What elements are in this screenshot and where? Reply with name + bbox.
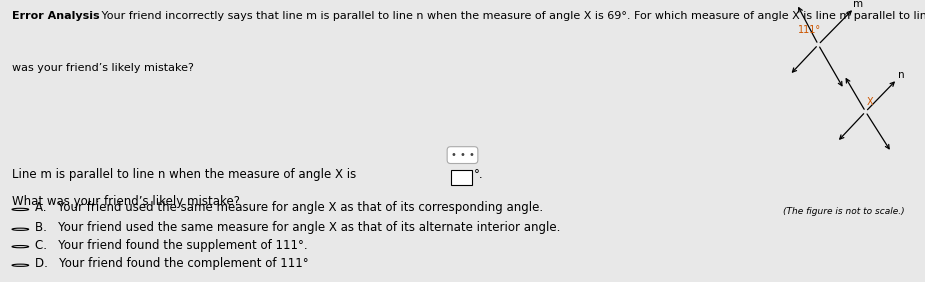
Text: Line m is parallel to line n when the measure of angle X is: Line m is parallel to line n when the me… bbox=[12, 168, 360, 181]
Text: • • •: • • • bbox=[450, 150, 475, 160]
Text: (The figure is not to scale.): (The figure is not to scale.) bbox=[783, 207, 905, 216]
Text: m: m bbox=[854, 0, 863, 9]
Text: Your friend incorrectly says that line m is parallel to line n when the measure : Your friend incorrectly says that line m… bbox=[98, 11, 925, 21]
Text: was your friend’s likely mistake?: was your friend’s likely mistake? bbox=[12, 63, 194, 73]
Text: 111°: 111° bbox=[798, 25, 821, 36]
Text: C.   Your friend found the supplement of 111°.: C. Your friend found the supplement of 1… bbox=[35, 239, 308, 252]
Text: n: n bbox=[898, 70, 905, 80]
Text: B.   Your friend used the same measure for angle X as that of its alternate inte: B. Your friend used the same measure for… bbox=[35, 221, 561, 234]
Text: A.   Your friend used the same measure for angle X as that of its corresponding : A. Your friend used the same measure for… bbox=[35, 201, 543, 214]
Text: D.   Your friend found the complement of 111°: D. Your friend found the complement of 1… bbox=[35, 257, 309, 270]
Text: Error Analysis: Error Analysis bbox=[12, 11, 100, 21]
Bar bbox=[451, 170, 472, 185]
Text: X: X bbox=[867, 96, 873, 107]
Text: °.: °. bbox=[474, 168, 483, 181]
Text: What was your friend’s likely mistake?: What was your friend’s likely mistake? bbox=[12, 195, 240, 208]
